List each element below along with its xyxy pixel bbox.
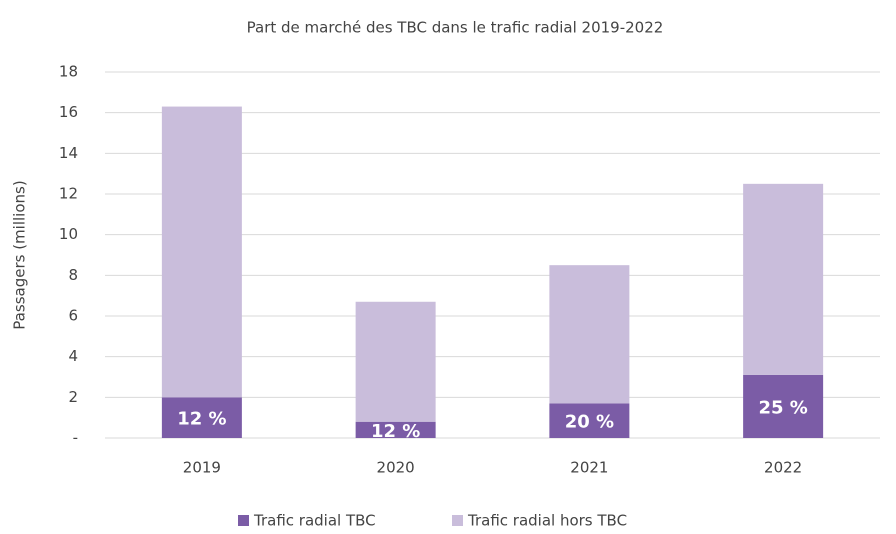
bar-segment	[161, 106, 242, 398]
y-tick-label: 14	[59, 144, 78, 162]
chart-title: Part de marché des TBC dans le trafic ra…	[247, 19, 664, 37]
bar-segment	[549, 403, 630, 438]
y-tick-label: -	[73, 429, 78, 447]
y-tick-label: 18	[59, 63, 78, 81]
bar-segment	[355, 301, 436, 422]
bar-segment	[161, 397, 242, 438]
x-tick-label: 2021	[570, 459, 608, 477]
legend-label: Trafic radial hors TBC	[467, 512, 627, 530]
data-label: 12 %	[177, 409, 226, 430]
legend-label: Trafic radial TBC	[253, 512, 376, 530]
legend-swatch	[238, 515, 249, 526]
legend-swatch	[452, 515, 463, 526]
y-tick-label: 4	[68, 347, 78, 365]
bar-segment	[743, 374, 824, 438]
y-tick-label: 6	[68, 307, 78, 325]
bar-segment	[743, 183, 824, 375]
data-label: 25 %	[758, 397, 807, 418]
y-axis-label: Passagers (millions)	[11, 180, 29, 329]
data-label: 20 %	[565, 412, 614, 433]
x-tick-label: 2022	[764, 459, 802, 477]
y-tick-label: 8	[68, 266, 78, 284]
x-tick-label: 2020	[377, 459, 415, 477]
data-label: 12 %	[371, 421, 420, 442]
y-tick-label: 16	[59, 103, 78, 121]
y-tick-label: 12	[59, 185, 78, 203]
bar-segment	[549, 265, 630, 404]
x-tick-label: 2019	[183, 459, 221, 477]
y-tick-label: 2	[68, 388, 78, 406]
y-tick-label: 10	[59, 225, 78, 243]
bar-segment	[355, 421, 436, 438]
